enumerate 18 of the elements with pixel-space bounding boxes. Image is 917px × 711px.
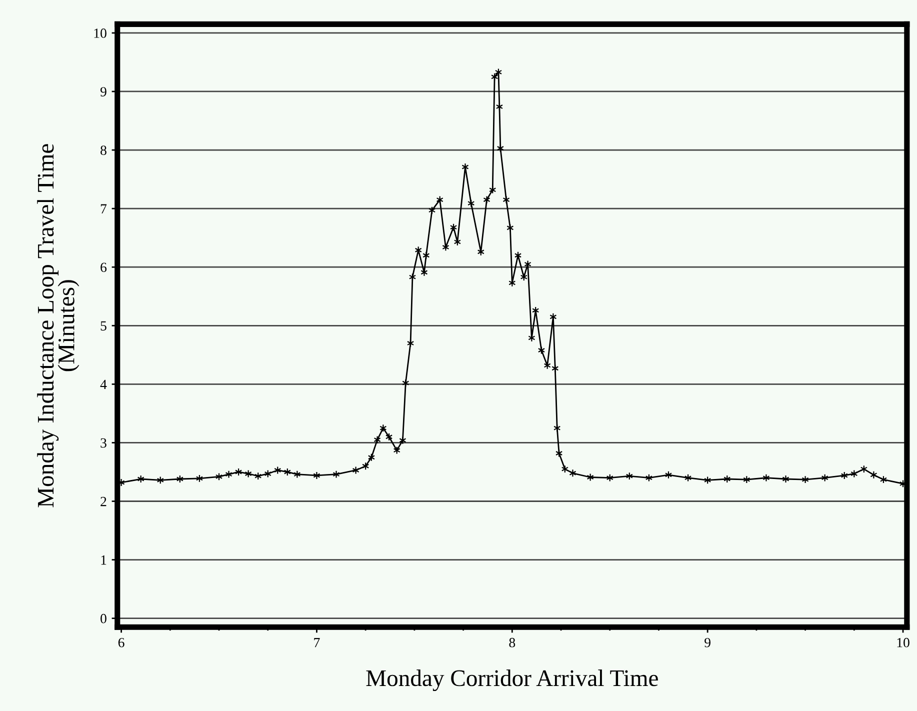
y-tick-label: 7 bbox=[100, 204, 107, 214]
y-tick-label: 5 bbox=[100, 321, 106, 331]
y-axis-title: Monday Inductance Loop Travel Time (Minutes) bbox=[37, 144, 80, 508]
x-tick-label: 7 bbox=[314, 638, 320, 648]
y-tick-label: 8 bbox=[100, 146, 106, 155]
y-tick-label: 0 bbox=[100, 614, 106, 624]
x-tick-label: 8 bbox=[509, 638, 516, 648]
y-tick-label: 4 bbox=[100, 380, 107, 389]
y-tick-label: 2 bbox=[100, 496, 106, 506]
x-tick-label: 10 bbox=[897, 638, 910, 648]
y-tick-label: 3 bbox=[100, 438, 106, 448]
y-tick-label: 1 bbox=[101, 555, 106, 565]
y-tick-label: 10 bbox=[94, 28, 106, 38]
y-tick-label: 9 bbox=[100, 87, 106, 96]
x-tick-label: 6 bbox=[118, 638, 124, 648]
x-tick-label: 9 bbox=[704, 638, 710, 648]
x-axis-title: Monday Corridor Arrival Time bbox=[366, 670, 658, 692]
y-tick-label: 6 bbox=[100, 262, 107, 272]
